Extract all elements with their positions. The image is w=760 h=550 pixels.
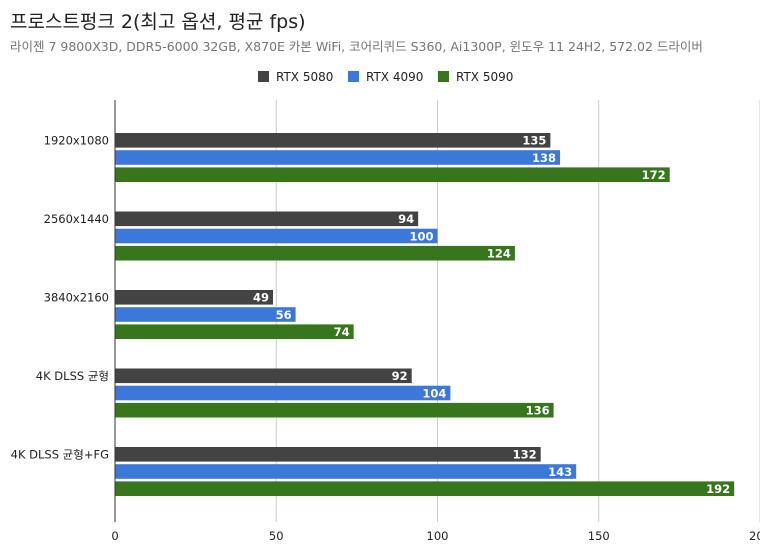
bar-value-label: 56	[276, 308, 292, 322]
legend-swatch	[258, 71, 269, 82]
bars: 135 138 172 94 100 124 49 56 74 92 104 136 132 143 192	[115, 133, 735, 496]
legend-label: RTX 4090	[366, 70, 423, 84]
axes: 0 50 100 150 200 1920x1080 2560x1440 3840x2160 4…	[11, 100, 760, 543]
bar	[115, 402, 554, 418]
category-label: 4K DLSS 균형	[36, 369, 109, 383]
bar-value-label: 135	[522, 134, 546, 148]
bar	[115, 290, 274, 305]
bar	[115, 211, 419, 227]
x-tick-label: 0	[111, 529, 118, 543]
category-label: 1920x1080	[44, 134, 109, 148]
legend-swatch	[438, 71, 449, 82]
bar-value-label: 138	[532, 151, 556, 165]
bar	[115, 133, 551, 148]
x-tick-label: 150	[588, 529, 610, 543]
legend-label: RTX 5080	[276, 70, 333, 84]
legend-label: RTX 5090	[456, 70, 513, 84]
bar	[115, 150, 561, 165]
category-label: 4K DLSS 균형+FG	[11, 448, 109, 462]
bar-value-label: 143	[548, 465, 572, 479]
category-label: 2560x1440	[44, 212, 109, 226]
bar	[115, 385, 451, 401]
bar	[115, 464, 577, 479]
bar-value-label: 94	[398, 212, 414, 226]
bar-value-label: 49	[253, 291, 269, 305]
bar	[115, 307, 296, 322]
bar-value-label: 132	[513, 448, 537, 462]
chart-subtitle: 라이젠 7 9800X3D, DDR5-6000 32GB, X870E 카본 …	[10, 39, 703, 54]
bar-value-label: 74	[334, 325, 350, 339]
bar-value-label: 136	[526, 404, 550, 418]
bar	[115, 481, 735, 496]
bar-value-label: 172	[642, 168, 666, 182]
x-tick-label: 50	[269, 529, 284, 543]
bar-value-label: 92	[392, 369, 408, 383]
bar-value-label: 124	[487, 247, 511, 261]
bar	[115, 324, 354, 339]
legend: RTX 5080 RTX 4090 RTX 5090	[258, 70, 513, 84]
bar-value-label: 100	[409, 229, 433, 243]
bar	[115, 368, 412, 384]
x-tick-label: 200	[749, 529, 760, 543]
chart-title: 프로스트펑크 2(최고 옵션, 평균 fps)	[10, 11, 306, 33]
bar	[115, 167, 670, 182]
legend-swatch	[348, 71, 359, 82]
bar	[115, 228, 438, 244]
category-label: 3840x2160	[44, 291, 109, 305]
bar	[115, 245, 515, 261]
bar-value-label: 104	[422, 386, 446, 400]
bar-value-label: 192	[706, 482, 730, 496]
x-tick-label: 100	[427, 529, 449, 543]
bar	[115, 447, 541, 462]
